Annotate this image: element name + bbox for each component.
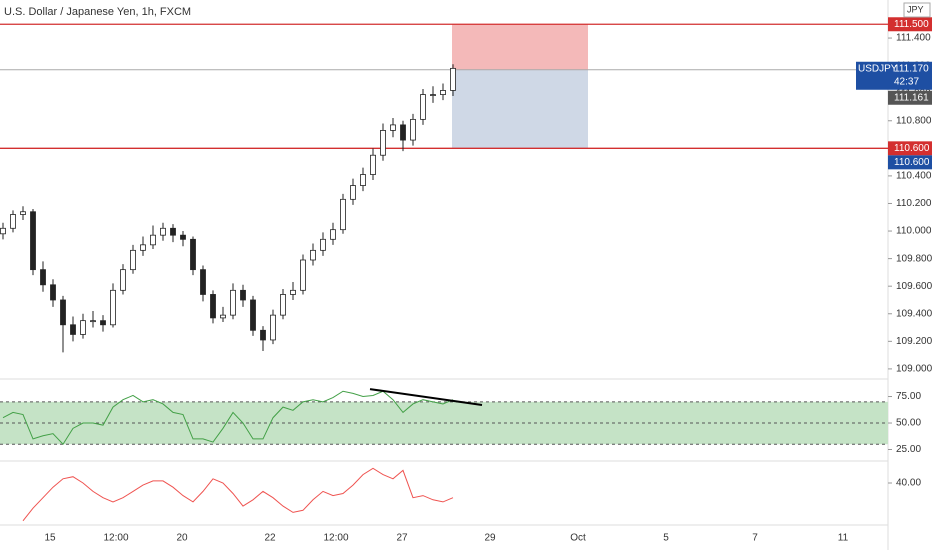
x-tick-label: 12:00 [103,533,128,544]
candle-body [60,299,66,326]
candle-body [430,94,436,96]
bid-tag [888,90,932,105]
candle-body [260,329,266,341]
candle-body [160,227,166,236]
candle-body [320,238,326,251]
candle-body [410,118,416,141]
candle-body [280,294,286,316]
bid-label: 111.161 [894,92,929,103]
candle-body [450,67,456,91]
candle-body [200,269,206,295]
oscillator-line [22,467,454,522]
candle-body [250,299,256,331]
target-tag [888,155,932,170]
candle-body [290,289,296,295]
symbol-label: USDJPY [858,63,898,74]
y-tick-label: 50.00 [896,418,921,429]
x-tick-label: 22 [264,533,276,544]
currency-label: JPY [907,4,924,14]
candle-body [10,214,16,229]
candle-body [20,211,26,215]
candle-body [170,227,176,236]
y-tick-label: 25.00 [896,444,921,455]
candle-body [80,320,86,335]
candle-body [330,229,336,240]
candle-body [370,154,376,175]
candle-body [100,320,106,326]
price-tag-label: 111.500 [894,19,929,30]
y-tick-label: 110.400 [896,171,932,182]
y-tick-label: 110.000 [896,226,932,237]
x-tick-label: 5 [663,533,669,544]
candle-body [150,234,156,246]
candle-body [140,244,146,251]
candle-body [440,90,446,95]
candle-body [70,324,76,335]
candle-body [340,198,346,231]
last-price-label: 111.170 [894,63,929,74]
x-tick-label: 20 [176,533,188,544]
currency-box [903,2,931,18]
y-tick-label: 109.600 [896,281,932,292]
price-tag [888,141,932,156]
last-price-tag [856,61,932,90]
y-tick-label: 110.800 [896,115,932,126]
candle-body [30,211,36,271]
reward-zone [452,69,588,149]
y-tick-label: 109.000 [896,364,932,375]
y-tick-label: 109.200 [896,336,932,347]
y-tick-label: 109.400 [896,308,932,319]
countdown-label: 42:37 [894,76,919,87]
candle-body [210,294,216,319]
x-tick-label: Oct [570,533,586,544]
candle-body [400,124,406,141]
x-tick-label: 15 [44,533,56,544]
candle-body [180,234,186,240]
y-tick-label: 110.200 [896,198,932,209]
candle-body [380,130,386,156]
candle-body [90,320,96,323]
candle-body [120,269,126,291]
candle-body [300,259,306,291]
y-tick-label: 109.800 [896,253,932,264]
candle-body [360,174,366,186]
y-tick-label: 111.400 [896,33,931,44]
candle-body [270,314,276,341]
candle-body [50,284,56,301]
candle-body [220,314,226,319]
target-label: 110.600 [894,157,930,168]
risk-zone [452,24,588,70]
y-tick-label: 75.00 [896,391,921,402]
candle-body [40,269,46,286]
candle-body [240,289,246,301]
x-tick-label: 12:00 [323,533,348,544]
candle-body [350,185,356,200]
candle-body [130,249,136,271]
candle-body [0,227,6,235]
x-tick-label: 11 [838,533,849,544]
price-tag [888,17,932,32]
chart-title: U.S. Dollar / Japanese Yen, 1h, FXCM [4,6,191,18]
candle-body [190,238,196,271]
candle-body [420,94,426,120]
candle-body [390,124,396,131]
price-tag-label: 110.600 [894,143,930,154]
trendline [369,388,483,406]
x-tick-label: 7 [752,533,758,544]
y-tick-label: 40.00 [896,478,921,489]
candle-body [110,289,116,326]
x-tick-label: 27 [396,533,408,544]
candle-body [310,249,316,261]
rsi-line [2,390,454,446]
x-tick-label: 29 [484,533,496,544]
candle-body [230,289,236,316]
